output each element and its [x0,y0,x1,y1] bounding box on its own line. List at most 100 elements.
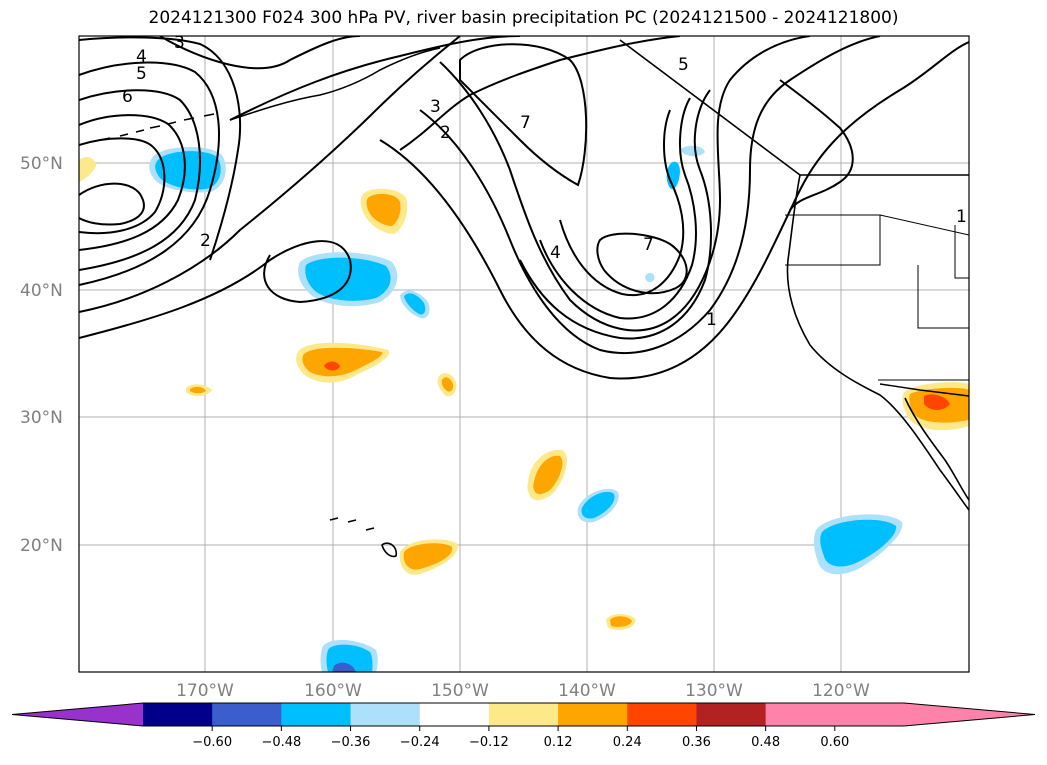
colorbar-segment [350,703,421,726]
contour-label: 4 [136,47,147,67]
colorbar-segment [558,703,628,726]
colorbar-tick-label: 0.36 [682,735,711,750]
colorbar-tick-label: −0.12 [469,735,509,750]
pos-anomaly-tiny-1-core [190,386,206,394]
state-border [879,214,969,236]
neg-anomaly-aleutian-core [155,151,221,190]
lon-label-170w: 170°W [176,681,234,701]
neg-anomaly-south-strong [332,662,356,672]
contour-label: 5 [678,55,689,75]
pos-anomaly-45n-core [366,193,401,226]
pos-anomaly-26n-core [533,455,563,495]
state-border [917,265,969,329]
contour-label: 2 [200,231,211,251]
contour-label: 7 [520,113,531,133]
baja-coast [904,397,969,501]
lon-label-120w: 120°W [812,681,870,701]
colorbar-segment [627,703,697,726]
contour-label: 1 [706,310,717,330]
pv-contour-7 [459,43,588,187]
state-border [785,214,881,266]
lon-label-150w: 150°W [431,681,489,701]
coastlines [99,39,969,558]
pos-anomaly-34n-strong [324,361,340,371]
neg-anomaly-north [680,145,705,157]
pv-contour [379,41,969,380]
boundaries [785,174,969,397]
lat-label-40n: 40°N [20,281,63,301]
colorbar-tick-label: 0.24 [613,735,642,750]
pos-anomaly-tiny-2-core [441,377,454,392]
pos-anomaly-edge-west [79,157,96,182]
contour-label: 1 [956,207,967,227]
neg-anomaly-small-1-core [404,293,426,315]
pos-anomaly-19n-core [403,543,453,570]
latitude-labels: 50°N 40°N 30°N 20°N [20,154,63,556]
colorbar-segment [212,703,282,726]
colorbar-tick-label: −0.48 [261,735,301,750]
pv-contour [79,89,201,271]
longitude-labels: 170°W 160°W 150°W 140°W 130°W 120°W [176,681,870,701]
lat-label-30n: 30°N [20,408,63,428]
aleutian-islands [99,113,215,141]
contour-label: 7 [643,235,654,255]
map-frame [78,35,970,673]
contour-labels: 3 4 5 6 3 2 7 2 4 7 1 5 1 [122,33,967,330]
lat-label-20n: 20°N [20,536,63,556]
pv-contour [79,36,242,261]
contour-label: 5 [136,64,147,84]
contour-label: 6 [122,87,133,107]
colorbar-tick-label: −0.36 [331,735,371,750]
lon-label-140w: 140°W [558,681,616,701]
pv-contour [79,36,461,313]
colorbar-segment [281,703,352,726]
colorbar-segment [696,703,767,726]
pv-contour [159,36,361,70]
pos-anomaly-34n-core [302,347,383,377]
lat-label-50n: 50°N [20,154,63,174]
colorbar: −0.60 −0.48 −0.36 −0.24 −0.12 0.12 0.24 0.36 0.4… [11,702,1036,750]
colorbar-tick-label: −0.24 [400,735,440,750]
contour-label: 2 [440,123,451,143]
hawaii-islands [329,517,398,558]
map-title: 2024121300 F024 300 hPa PV, river basin … [148,8,899,28]
colorbar-segment [834,703,905,726]
colorbar-tick-label: 0.48 [751,735,780,750]
lon-label-160w: 160°W [304,681,362,701]
colorbar-segment [419,703,490,726]
pv-contour [79,137,166,235]
pv-contours [79,36,969,380]
pv-contour [519,89,712,340]
contour-label: 3 [174,33,185,53]
pv-contour [229,36,521,121]
colorbar-outline [11,702,1036,727]
colorbar-segment [488,703,559,726]
state-border [954,225,969,279]
lon-label-130w: 130°W [685,681,743,701]
pv-contour [419,36,881,354]
pv-contour [439,36,811,332]
colorbar-extend-high [904,703,1035,726]
pv-contour [79,240,352,339]
pv-contour [559,109,685,297]
us-mexico-border [879,383,969,397]
pv-contour [779,79,854,211]
colorbar-tick-label: −0.60 [192,735,232,750]
pos-anomaly-14n-core [610,616,632,627]
pv-contour [79,182,145,226]
colorbar-tick-label: 0.12 [544,735,573,750]
contour-label: 3 [430,97,441,117]
us-west-coast [786,174,969,511]
pv-contour [79,61,220,286]
colorbar-tick-label: 0.60 [820,735,849,750]
pos-anomaly-baja-strong [924,394,950,410]
pv-contour [539,97,697,320]
se-alaska-coast [619,39,801,176]
colorbar-extend-low [12,703,143,726]
contour-label: 4 [550,243,561,263]
colorbar-segment [765,703,836,726]
pv-contour-7b [596,232,688,295]
neg-anomaly-tiny [645,273,655,283]
neg-anomaly-20n-east-core [820,519,897,567]
